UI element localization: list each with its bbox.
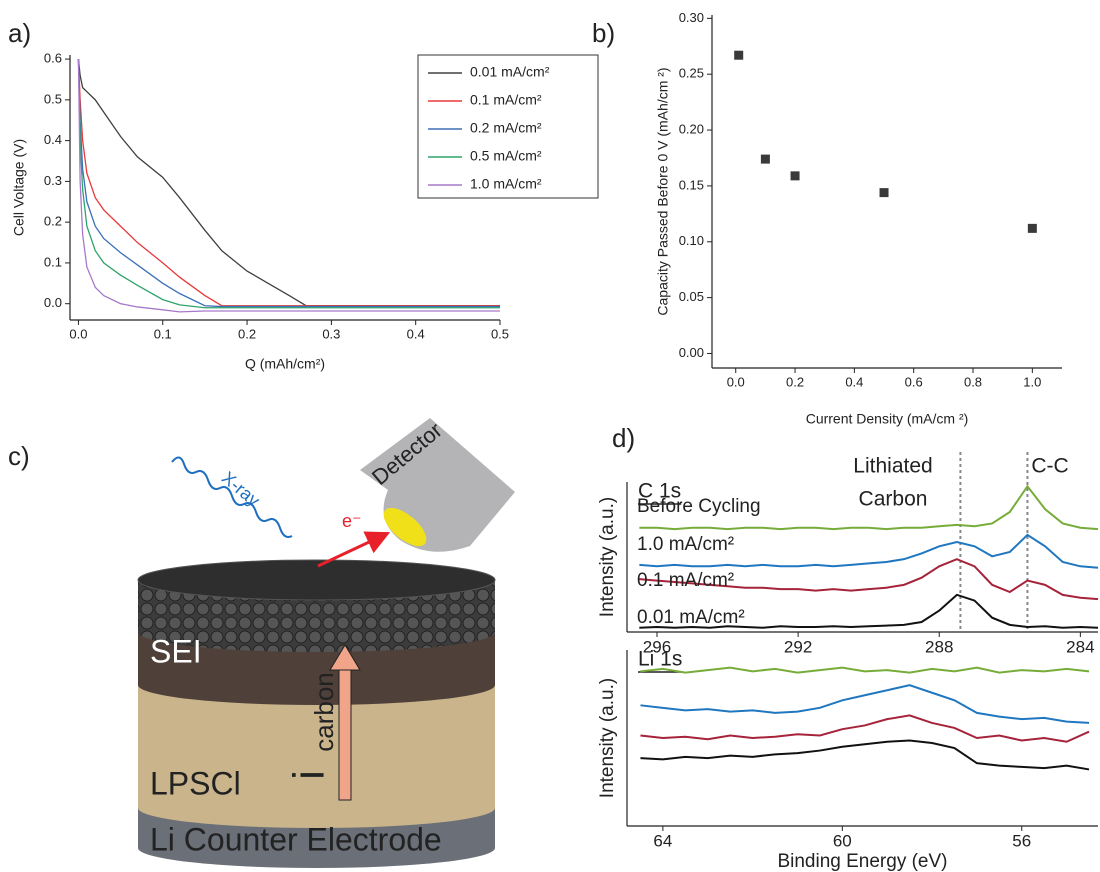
figure: c) Detector X-ray e⁻ SEI LPSCl Li Counte… [0, 0, 1100, 872]
y-tick-label: 0.20 [679, 121, 704, 136]
legend-label: 0.01 mA/cm² [470, 64, 550, 80]
series-label: Before Cycling [637, 496, 761, 517]
legend-label: 1.0 mA/cm² [470, 176, 542, 192]
x-tick-label: 0.8 [964, 374, 982, 389]
x-tick-label: 64 [653, 831, 672, 850]
annotation: Carbon [859, 488, 928, 511]
current-subscript: carbon [309, 672, 339, 752]
lpscl-label: LPSCl [150, 765, 241, 801]
x-tick-label: 284 [1066, 637, 1094, 656]
x-tick-label: 60 [833, 831, 852, 850]
legend-label: 0.1 mA/cm² [470, 92, 542, 108]
y-tick-label: 0.05 [679, 289, 704, 304]
panel-label: a) [8, 18, 31, 48]
y-axis-label: Intensity (a.u.) [597, 678, 618, 798]
y-tick-label: 0.5 [44, 91, 62, 106]
x-tick-label: 1.0 [1023, 374, 1041, 389]
panel-label: b) [592, 18, 615, 48]
series-label: 1.0 mA/cm² [637, 534, 734, 555]
x-tick-label: 0.3 [322, 326, 340, 341]
x-tick-label: 0.0 [69, 326, 87, 341]
x-tick-label: 56 [1012, 831, 1031, 850]
x-tick-label: 0.1 [154, 326, 172, 341]
y-tick-label: 0.10 [679, 233, 704, 248]
annotation: C-C [1031, 455, 1068, 478]
point [1028, 224, 1037, 233]
current-label: i [285, 770, 334, 780]
point [734, 51, 743, 60]
y-axis-label: Intensity (a.u.) [597, 497, 618, 617]
x-tick-label: 0.6 [905, 374, 923, 389]
panel-label: d) [612, 423, 635, 453]
y-tick-label: 0.30 [679, 10, 704, 25]
electron-label: e⁻ [342, 511, 362, 531]
x-tick-label: 0.4 [845, 374, 863, 389]
point [880, 188, 889, 197]
series-line [640, 685, 1089, 723]
li-label: Li Counter Electrode [150, 821, 442, 857]
x-axis-label: Q (mAh/cm²) [245, 356, 325, 372]
sei-label: SEI [150, 633, 202, 669]
y-tick-label: 0.25 [679, 66, 704, 81]
x-tick-label: 0.2 [238, 326, 256, 341]
point [761, 155, 770, 164]
x-tick-label: 0.4 [407, 326, 425, 341]
y-tick-label: 0.00 [679, 345, 704, 360]
current-arrow [339, 668, 351, 800]
y-tick-label: 0.2 [44, 214, 62, 229]
y-axis-label: Capacity Passed Before 0 V (mAh/cm ²) [655, 67, 671, 315]
diagram: c) Detector X-ray e⁻ SEI LPSCl Li Counte… [8, 417, 515, 868]
x-tick-label: 292 [784, 637, 812, 656]
y-axis-label: Cell Voltage (V) [11, 139, 27, 236]
x-tick-label: 0.5 [491, 326, 509, 341]
legend-label: 0.2 mA/cm² [470, 120, 542, 136]
x-axis-label: Binding Energy (eV) [777, 851, 947, 872]
annotation: Lithiated [853, 455, 932, 478]
y-tick-label: 0.3 [44, 173, 62, 188]
series-label: 0.1 mA/cm² [637, 570, 734, 591]
carbon-top [138, 560, 495, 600]
x-tick-label: 288 [925, 637, 953, 656]
point [791, 171, 800, 180]
series-line [640, 741, 1089, 770]
y-tick-label: 0.15 [679, 177, 704, 192]
x-axis-label: Current Density (mA/cm ²) [806, 411, 969, 427]
x-tick-label: 0.0 [727, 374, 745, 389]
y-tick-label: 0.1 [44, 254, 62, 269]
series-line [640, 668, 1089, 673]
y-tick-label: 0.4 [44, 132, 62, 147]
series-label: 0.01 mA/cm² [637, 607, 745, 628]
y-tick-label: 0.6 [44, 51, 62, 66]
y-tick-label: 0.0 [44, 295, 62, 310]
legend-label: 0.5 mA/cm² [470, 148, 542, 164]
x-tick-label: 0.2 [786, 374, 804, 389]
panel-label: c) [8, 441, 30, 471]
panel-title: Li 1s [638, 648, 682, 671]
